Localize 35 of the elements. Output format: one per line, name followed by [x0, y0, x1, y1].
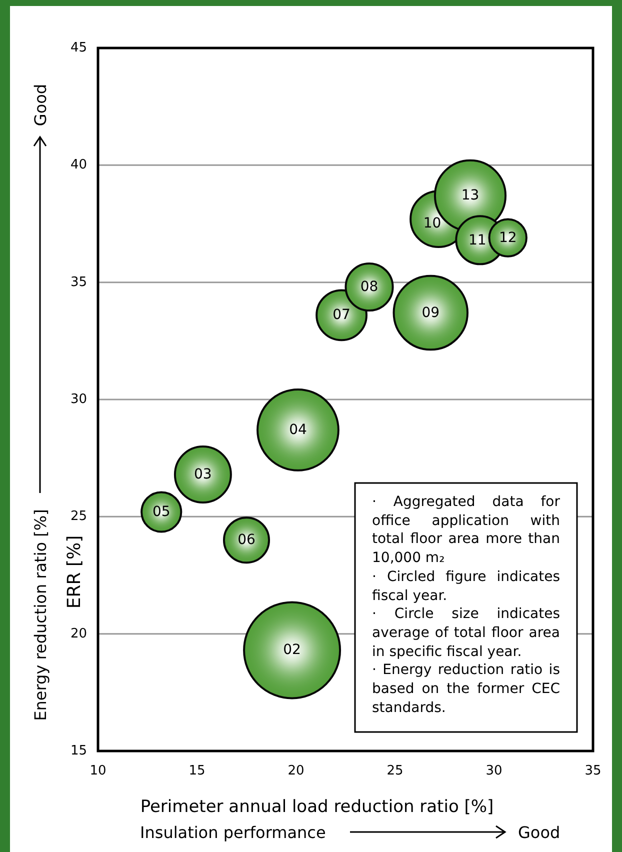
y-tick-label: 35 [70, 274, 87, 290]
y-tick-label: 45 [70, 40, 87, 56]
text: Energy reduction ratio [%] [31, 509, 50, 721]
series-label: 09 [422, 304, 440, 321]
series-label: 12 [498, 230, 517, 246]
x-tick-label: 25 [386, 764, 404, 778]
series-label: 06 [238, 532, 256, 548]
series-label: 04 [289, 422, 307, 438]
y-tick-label: 40 [70, 158, 87, 173]
y-tick-label: 30 [70, 392, 87, 407]
x-tick-label: 10 [90, 764, 106, 778]
series-label: 02 [283, 642, 301, 658]
annotation: · Energy reduction ratio is based on the former CEC standards. [372, 661, 560, 718]
text: Good [518, 823, 560, 842]
series-label: 05 [152, 504, 170, 520]
annotation: · Aggregated data for office application with total floor area more than 10,000 m₂ [372, 493, 560, 568]
y-tick-label: 25 [70, 509, 87, 524]
x-tick-label: 35 [584, 764, 602, 778]
x-tick-label: 15 [188, 764, 206, 778]
x-tick-label: 30 [486, 764, 502, 778]
x-axis-title: Perimeter annual load reduction ratio [%] [140, 797, 494, 817]
text: Good [31, 84, 50, 126]
x-tick-label: 20 [288, 764, 304, 778]
y-tick-label: 15 [70, 744, 87, 758]
series-label: 13 [461, 188, 480, 204]
y-axis-title: ERR [%] [64, 535, 85, 609]
annotation: · Circle size indicates average of total floor area in specific fiscal year. [372, 605, 560, 662]
annotation: · Circled figure indicates fiscal year. [372, 568, 560, 606]
series-label: 11 [468, 232, 486, 248]
series-label: 10 [423, 216, 442, 232]
series-label: 07 [332, 307, 350, 324]
series-label: 03 [194, 466, 212, 482]
text: Insulation performance [140, 823, 326, 842]
y-tick-label: 20 [70, 626, 87, 642]
series-label: 08 [360, 279, 378, 296]
